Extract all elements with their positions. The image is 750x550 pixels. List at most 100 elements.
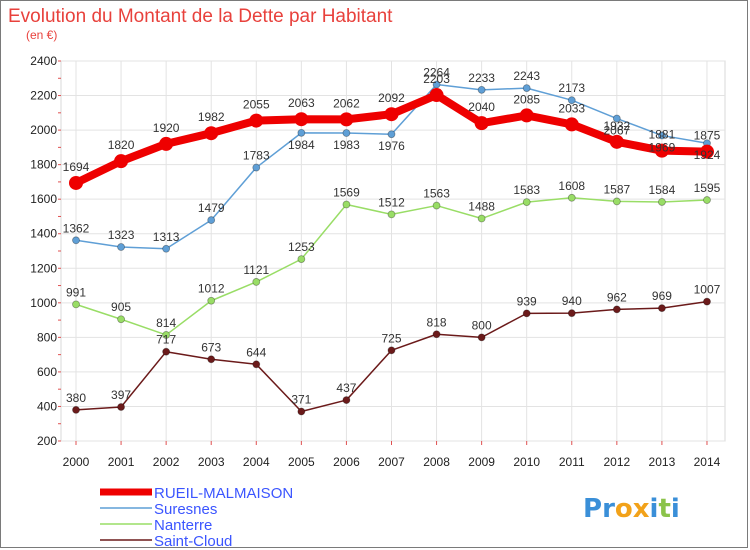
data-point bbox=[432, 330, 441, 339]
data-point bbox=[207, 216, 216, 224]
y-tick-label: 1400 bbox=[30, 227, 57, 241]
data-point bbox=[297, 128, 306, 137]
data-point bbox=[609, 134, 624, 149]
y-tick-label: 200 bbox=[37, 434, 57, 448]
y-tick-label: 2200 bbox=[30, 89, 57, 103]
x-tick-label: 2008 bbox=[423, 455, 450, 469]
logo-letter: o bbox=[615, 494, 633, 524]
legend-item-nanterre[interactable]: Nanterre bbox=[100, 517, 212, 534]
data-point bbox=[72, 236, 80, 245]
data-label: 1563 bbox=[423, 187, 450, 201]
data-label: 397 bbox=[111, 388, 131, 402]
x-tick-label: 2000 bbox=[63, 455, 90, 469]
data-point bbox=[522, 84, 531, 93]
data-point bbox=[342, 129, 351, 137]
data-point bbox=[252, 360, 261, 369]
data-point bbox=[249, 113, 264, 128]
data-label: 2264 bbox=[423, 65, 450, 79]
data-point bbox=[387, 130, 396, 139]
data-label: 1512 bbox=[378, 195, 405, 209]
data-point bbox=[297, 407, 306, 416]
data-point bbox=[522, 198, 531, 207]
data-point bbox=[477, 214, 486, 223]
legend-item-suresnes[interactable]: Suresnes bbox=[100, 501, 217, 518]
data-label: 1569 bbox=[333, 186, 360, 200]
data-point bbox=[612, 114, 621, 123]
data-point bbox=[252, 163, 261, 172]
data-label: 1362 bbox=[63, 221, 90, 235]
x-tick-label: 2002 bbox=[153, 455, 180, 469]
data-label: 2243 bbox=[513, 69, 540, 83]
data-label: 1587 bbox=[603, 182, 630, 196]
data-label: 1783 bbox=[243, 149, 270, 163]
data-label: 962 bbox=[607, 290, 627, 304]
x-tick-label: 2005 bbox=[288, 455, 315, 469]
data-labels: 380 397 717 673 644 371 437 725 818 800 939 940 962 9… bbox=[63, 65, 721, 406]
y-tick-label: 1000 bbox=[30, 296, 57, 310]
y-tick-label: 400 bbox=[37, 399, 57, 413]
data-label: 1608 bbox=[558, 179, 585, 193]
data-label: 939 bbox=[517, 294, 537, 308]
y-tick-label: 1200 bbox=[30, 261, 57, 275]
x-tick-label: 2009 bbox=[468, 455, 495, 469]
data-label: 1820 bbox=[108, 138, 135, 152]
data-point bbox=[342, 396, 351, 404]
data-label: 2173 bbox=[558, 81, 585, 95]
legend-item-rueil[interactable]: RUEIL-MALMAISON bbox=[100, 485, 293, 502]
x-tick-label: 2004 bbox=[243, 455, 270, 469]
data-label: 1920 bbox=[153, 121, 180, 135]
data-label: 2067 bbox=[603, 124, 630, 138]
data-point bbox=[567, 193, 576, 202]
legend-label-rueil: RUEIL-MALMAISON bbox=[154, 485, 293, 502]
data-label: 1924 bbox=[694, 148, 721, 162]
data-point bbox=[612, 305, 621, 314]
data-point bbox=[703, 297, 711, 306]
x-tick-label: 2007 bbox=[378, 455, 405, 469]
data-label: 371 bbox=[291, 392, 311, 406]
legend: RUEIL-MALMAISON Suresnes Nanterre Saint-… bbox=[100, 485, 293, 550]
axis-ticks: 200 400 600 800 1000 1200 1400 1600 1800 2000 2200… bbox=[30, 54, 720, 469]
logo-letter: i bbox=[650, 494, 659, 524]
data-label: 725 bbox=[381, 331, 401, 345]
data-label: 673 bbox=[201, 340, 221, 354]
data-point bbox=[117, 403, 125, 411]
data-label: 800 bbox=[472, 318, 492, 332]
data-label: 1488 bbox=[468, 200, 495, 214]
data-label: 1584 bbox=[649, 183, 676, 197]
data-point bbox=[612, 197, 621, 206]
legend-item-saint-cloud[interactable]: Saint-Cloud bbox=[100, 533, 232, 550]
data-label: 1007 bbox=[694, 283, 721, 297]
data-label: 969 bbox=[652, 289, 672, 303]
data-label: 717 bbox=[156, 333, 176, 347]
y-tick-label: 1800 bbox=[30, 158, 57, 172]
data-label: 1983 bbox=[333, 138, 360, 152]
data-label: 818 bbox=[427, 315, 447, 329]
x-tick-label: 2003 bbox=[198, 455, 225, 469]
logo-letter: i bbox=[671, 494, 680, 524]
data-point bbox=[477, 85, 486, 94]
data-label: 1253 bbox=[288, 240, 315, 254]
y-tick-label: 1600 bbox=[30, 192, 57, 206]
data-point bbox=[159, 136, 174, 151]
data-point bbox=[297, 255, 306, 264]
data-point bbox=[72, 406, 80, 414]
data-point bbox=[432, 201, 441, 210]
data-label: 1595 bbox=[694, 181, 721, 195]
data-point bbox=[204, 126, 219, 141]
y-tick-label: 600 bbox=[37, 365, 57, 379]
data-label: 1313 bbox=[153, 230, 180, 244]
data-point bbox=[69, 175, 83, 190]
data-point bbox=[567, 309, 576, 318]
data-point bbox=[387, 346, 396, 355]
x-tick-label: 2012 bbox=[603, 455, 630, 469]
x-tick-label: 2014 bbox=[694, 455, 721, 469]
legend-label-nanterre: Nanterre bbox=[154, 517, 212, 534]
data-point bbox=[658, 131, 666, 140]
data-label: 2092 bbox=[378, 91, 405, 105]
y-tick-label: 2000 bbox=[30, 123, 57, 137]
data-point bbox=[477, 333, 486, 342]
data-point bbox=[294, 112, 309, 127]
data-label: 1881 bbox=[649, 128, 676, 142]
